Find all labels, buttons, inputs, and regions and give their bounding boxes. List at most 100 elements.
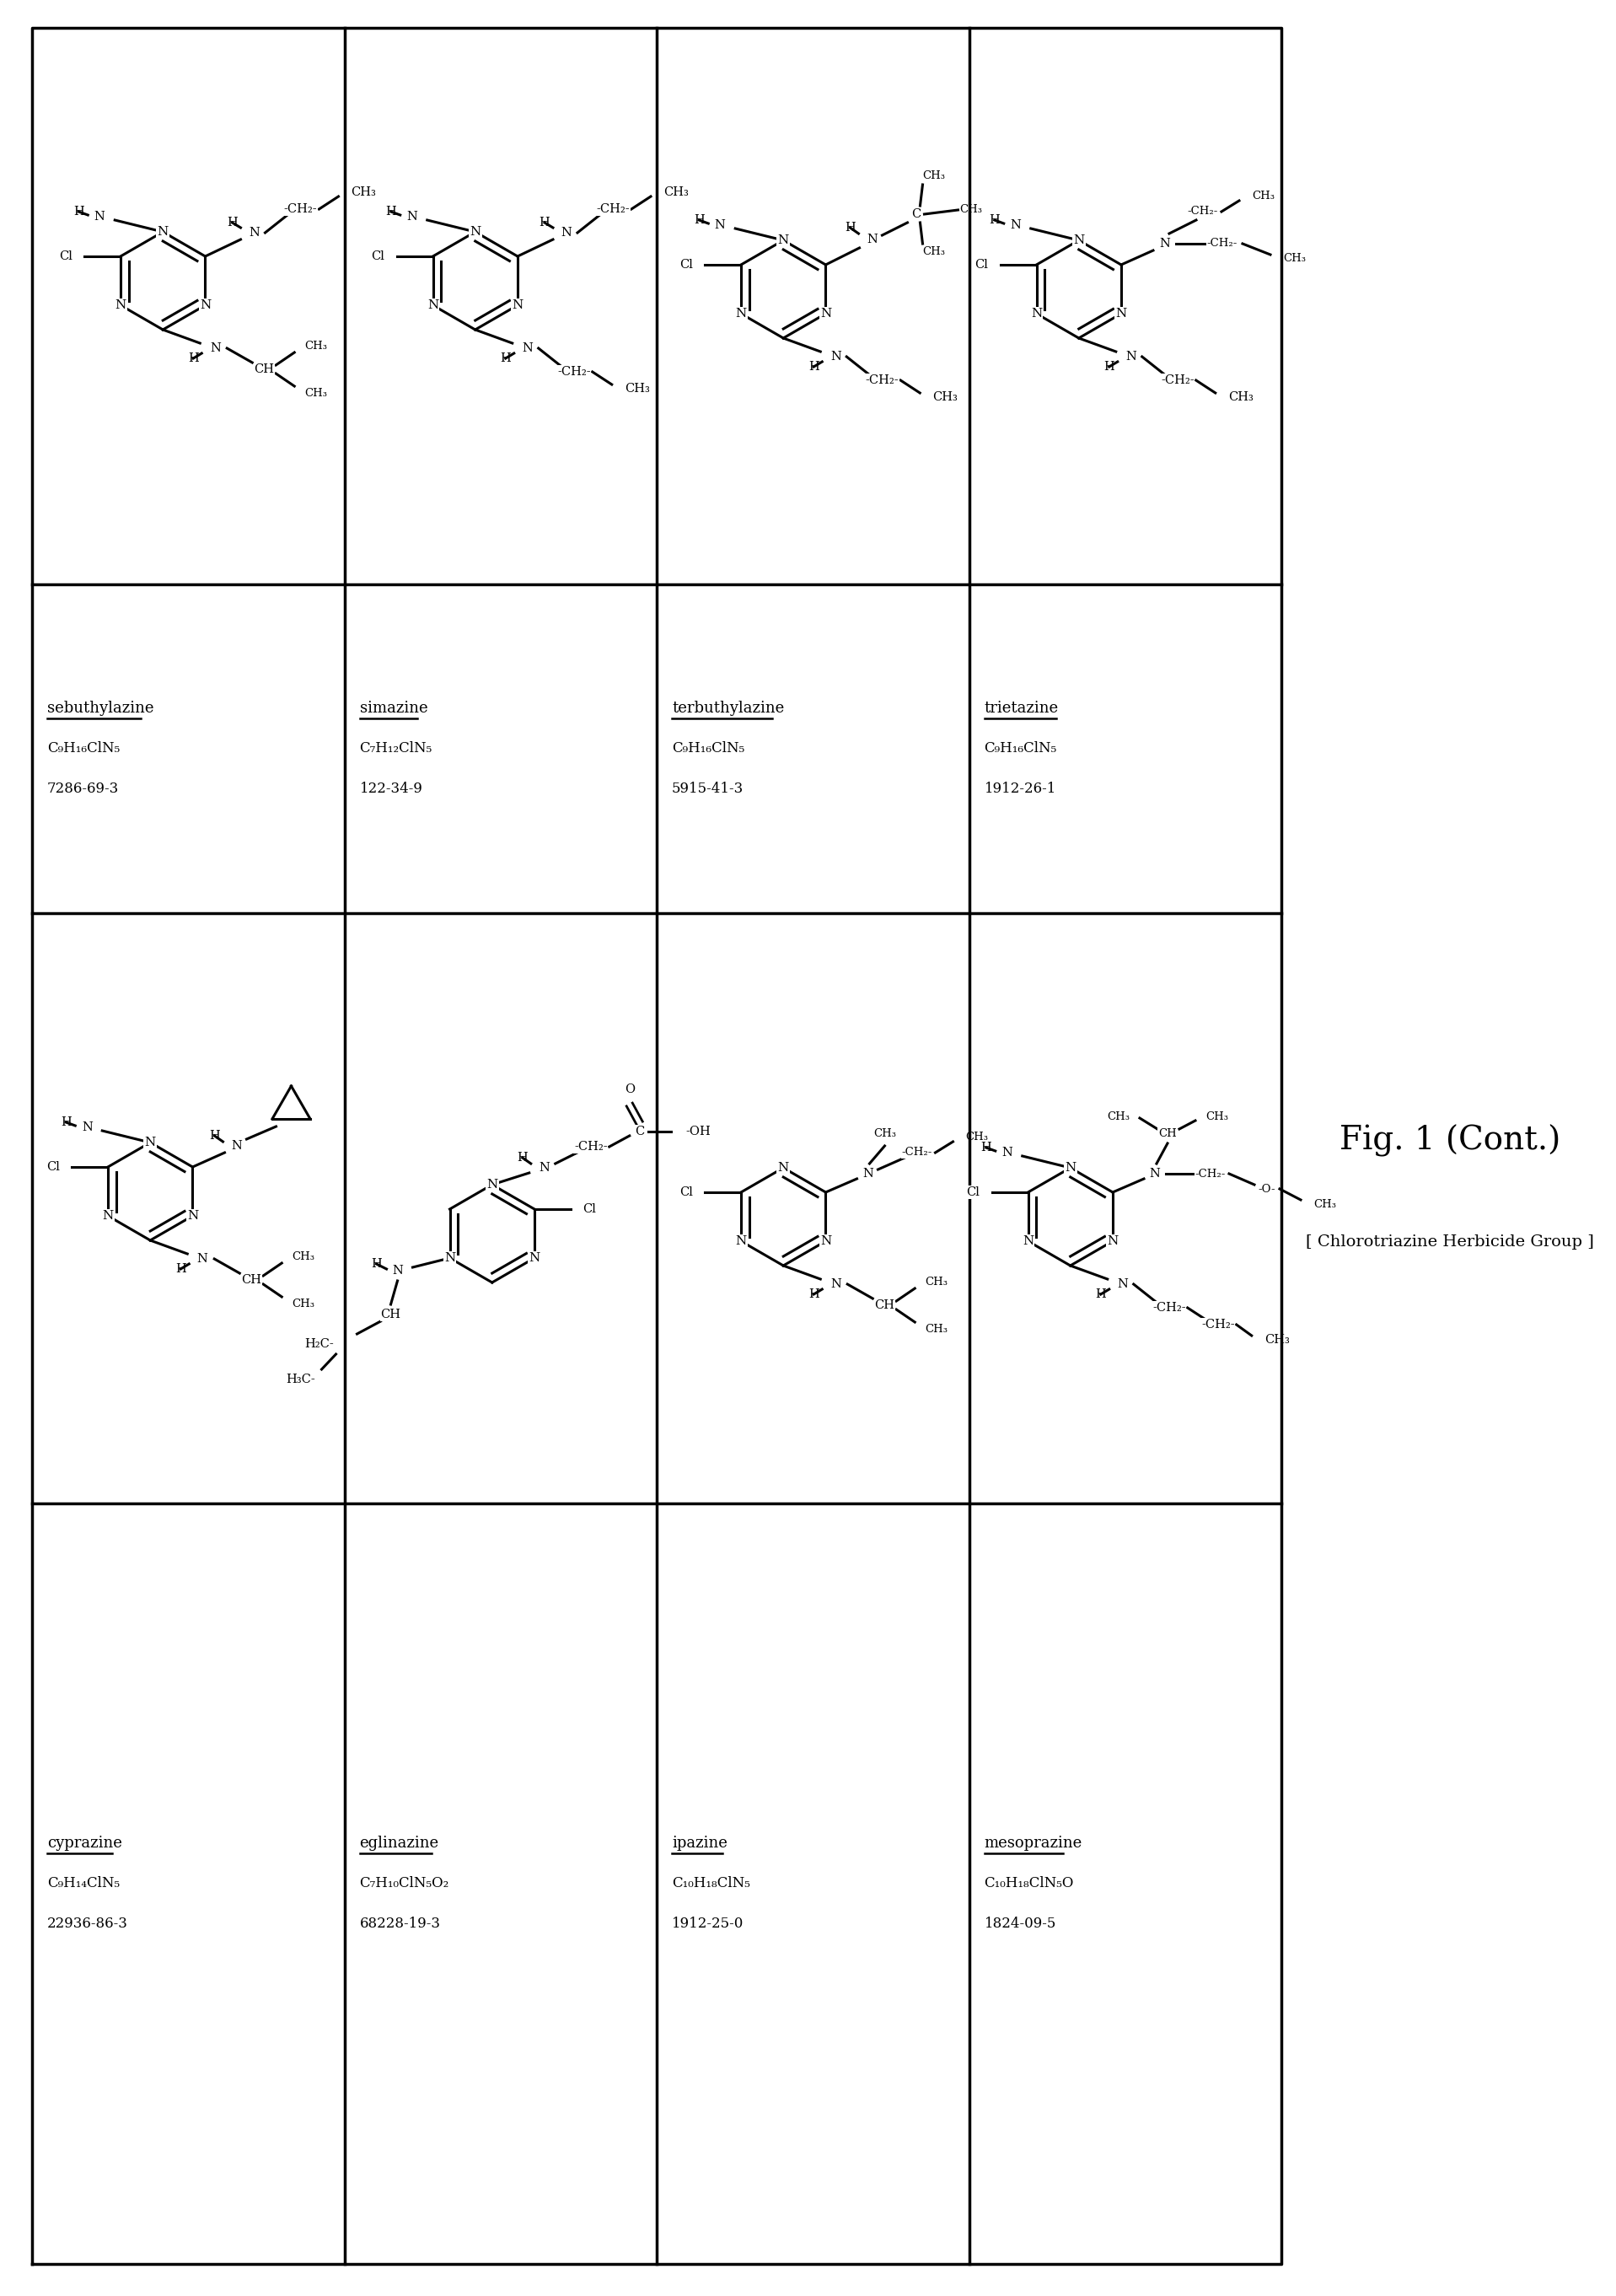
Text: N: N bbox=[1126, 351, 1136, 363]
Text: 1912-25-0: 1912-25-0 bbox=[672, 1917, 743, 1931]
Text: CH₃: CH₃ bbox=[873, 1127, 897, 1139]
Text: Cl: Cl bbox=[679, 259, 693, 271]
Text: N: N bbox=[735, 1235, 747, 1247]
Text: N: N bbox=[1002, 1146, 1013, 1159]
Text: CH₃: CH₃ bbox=[304, 388, 328, 400]
Text: N: N bbox=[1023, 1235, 1034, 1247]
Text: N: N bbox=[486, 1178, 498, 1192]
Text: cyprazine: cyprazine bbox=[47, 1835, 123, 1851]
Text: N: N bbox=[1073, 234, 1084, 246]
Text: CH: CH bbox=[874, 1300, 895, 1311]
Text: simazine: simazine bbox=[359, 700, 428, 716]
Text: CH₃: CH₃ bbox=[1228, 390, 1252, 404]
Text: N: N bbox=[1065, 1162, 1076, 1173]
Text: CH₃: CH₃ bbox=[932, 390, 958, 404]
Text: N: N bbox=[1160, 239, 1170, 250]
Text: N: N bbox=[115, 298, 126, 312]
Text: H: H bbox=[60, 1116, 71, 1127]
Text: N: N bbox=[94, 211, 105, 223]
Text: CH₃: CH₃ bbox=[624, 383, 650, 395]
Text: H₃C-: H₃C- bbox=[286, 1373, 315, 1384]
Text: mesoprazine: mesoprazine bbox=[984, 1835, 1083, 1851]
Text: 68228-19-3: 68228-19-3 bbox=[359, 1917, 441, 1931]
Text: -CH₂-: -CH₂- bbox=[596, 204, 630, 216]
Text: CH: CH bbox=[1159, 1127, 1176, 1139]
Text: eglinazine: eglinazine bbox=[359, 1835, 440, 1851]
Text: CH₃: CH₃ bbox=[1107, 1111, 1130, 1123]
Text: CH₃: CH₃ bbox=[1283, 253, 1306, 264]
Text: N: N bbox=[1031, 308, 1042, 319]
Text: N: N bbox=[522, 342, 533, 354]
Text: H: H bbox=[208, 1130, 220, 1141]
Text: C: C bbox=[635, 1125, 645, 1137]
Text: CH: CH bbox=[381, 1309, 401, 1320]
Text: N: N bbox=[249, 227, 260, 239]
Text: C₉H₁₆ClN₅: C₉H₁₆ClN₅ bbox=[47, 742, 120, 755]
Text: O: O bbox=[624, 1084, 635, 1095]
Text: H: H bbox=[187, 354, 199, 365]
Text: -CH₂-: -CH₂- bbox=[1201, 1318, 1235, 1332]
Text: H: H bbox=[501, 354, 511, 365]
Text: H: H bbox=[989, 214, 1000, 225]
Text: terbuthylazine: terbuthylazine bbox=[672, 700, 784, 716]
Text: N: N bbox=[157, 225, 168, 239]
Text: 7286-69-3: 7286-69-3 bbox=[47, 783, 120, 797]
Text: Cl: Cl bbox=[974, 259, 989, 271]
Text: H: H bbox=[372, 1258, 381, 1270]
Text: N: N bbox=[735, 308, 747, 319]
Text: CH₃: CH₃ bbox=[664, 186, 688, 197]
Text: H: H bbox=[226, 216, 238, 230]
Text: N: N bbox=[528, 1251, 540, 1263]
Text: N: N bbox=[444, 1251, 456, 1263]
Text: N: N bbox=[1107, 1235, 1118, 1247]
Text: N: N bbox=[538, 1162, 549, 1173]
Text: CH₃: CH₃ bbox=[304, 340, 328, 351]
Text: N: N bbox=[1117, 1279, 1128, 1290]
Text: N: N bbox=[714, 218, 726, 232]
Text: H: H bbox=[1096, 1288, 1105, 1300]
Text: -CH₂-: -CH₂- bbox=[865, 374, 898, 386]
Text: N: N bbox=[561, 227, 572, 239]
Text: -CH₂-: -CH₂- bbox=[1207, 239, 1238, 250]
Text: CH₃: CH₃ bbox=[351, 186, 377, 197]
Text: CH₃: CH₃ bbox=[923, 170, 945, 181]
Text: N: N bbox=[831, 1279, 840, 1290]
Text: Cl: Cl bbox=[966, 1187, 979, 1199]
Text: [ Chlorotriazine Herbicide Group ]: [ Chlorotriazine Herbicide Group ] bbox=[1306, 1235, 1593, 1249]
Text: N: N bbox=[470, 225, 482, 239]
Text: Cl: Cl bbox=[582, 1203, 596, 1215]
Text: H: H bbox=[693, 214, 705, 225]
Text: -CH₂-: -CH₂- bbox=[1152, 1302, 1186, 1313]
Text: N: N bbox=[407, 211, 417, 223]
Text: H: H bbox=[1104, 360, 1115, 372]
Text: C₉H₁₆ClN₅: C₉H₁₆ClN₅ bbox=[672, 742, 745, 755]
Text: CH₃: CH₃ bbox=[923, 246, 945, 257]
Text: CH₃: CH₃ bbox=[924, 1277, 947, 1288]
Text: H: H bbox=[386, 207, 396, 218]
Text: CH₃: CH₃ bbox=[960, 204, 983, 216]
Text: H: H bbox=[808, 1288, 819, 1300]
Text: N: N bbox=[512, 298, 524, 312]
Text: H: H bbox=[808, 360, 819, 372]
Text: -CH₂-: -CH₂- bbox=[1196, 1169, 1227, 1180]
Text: CH₃: CH₃ bbox=[292, 1297, 315, 1309]
Text: ipazine: ipazine bbox=[672, 1835, 727, 1851]
Text: H: H bbox=[517, 1153, 528, 1164]
Text: -O-: -O- bbox=[1259, 1182, 1275, 1194]
Text: N: N bbox=[819, 1235, 831, 1247]
Text: 5915-41-3: 5915-41-3 bbox=[672, 783, 743, 797]
Text: N: N bbox=[777, 234, 789, 246]
Text: N: N bbox=[187, 1210, 199, 1221]
Text: -CH₂-: -CH₂- bbox=[558, 365, 590, 379]
Text: -CH₂-: -CH₂- bbox=[902, 1148, 932, 1157]
Text: N: N bbox=[82, 1120, 92, 1134]
Text: N: N bbox=[145, 1137, 155, 1148]
Text: N: N bbox=[863, 1169, 873, 1180]
Text: C₉H₁₄ClN₅: C₉H₁₄ClN₅ bbox=[47, 1876, 120, 1892]
Text: CH₃: CH₃ bbox=[966, 1132, 989, 1143]
Text: N: N bbox=[819, 308, 831, 319]
Text: N: N bbox=[197, 1254, 208, 1265]
Text: 22936-86-3: 22936-86-3 bbox=[47, 1917, 128, 1931]
Text: C: C bbox=[911, 209, 921, 220]
Text: Fig. 1 (Cont.): Fig. 1 (Cont.) bbox=[1340, 1125, 1561, 1157]
